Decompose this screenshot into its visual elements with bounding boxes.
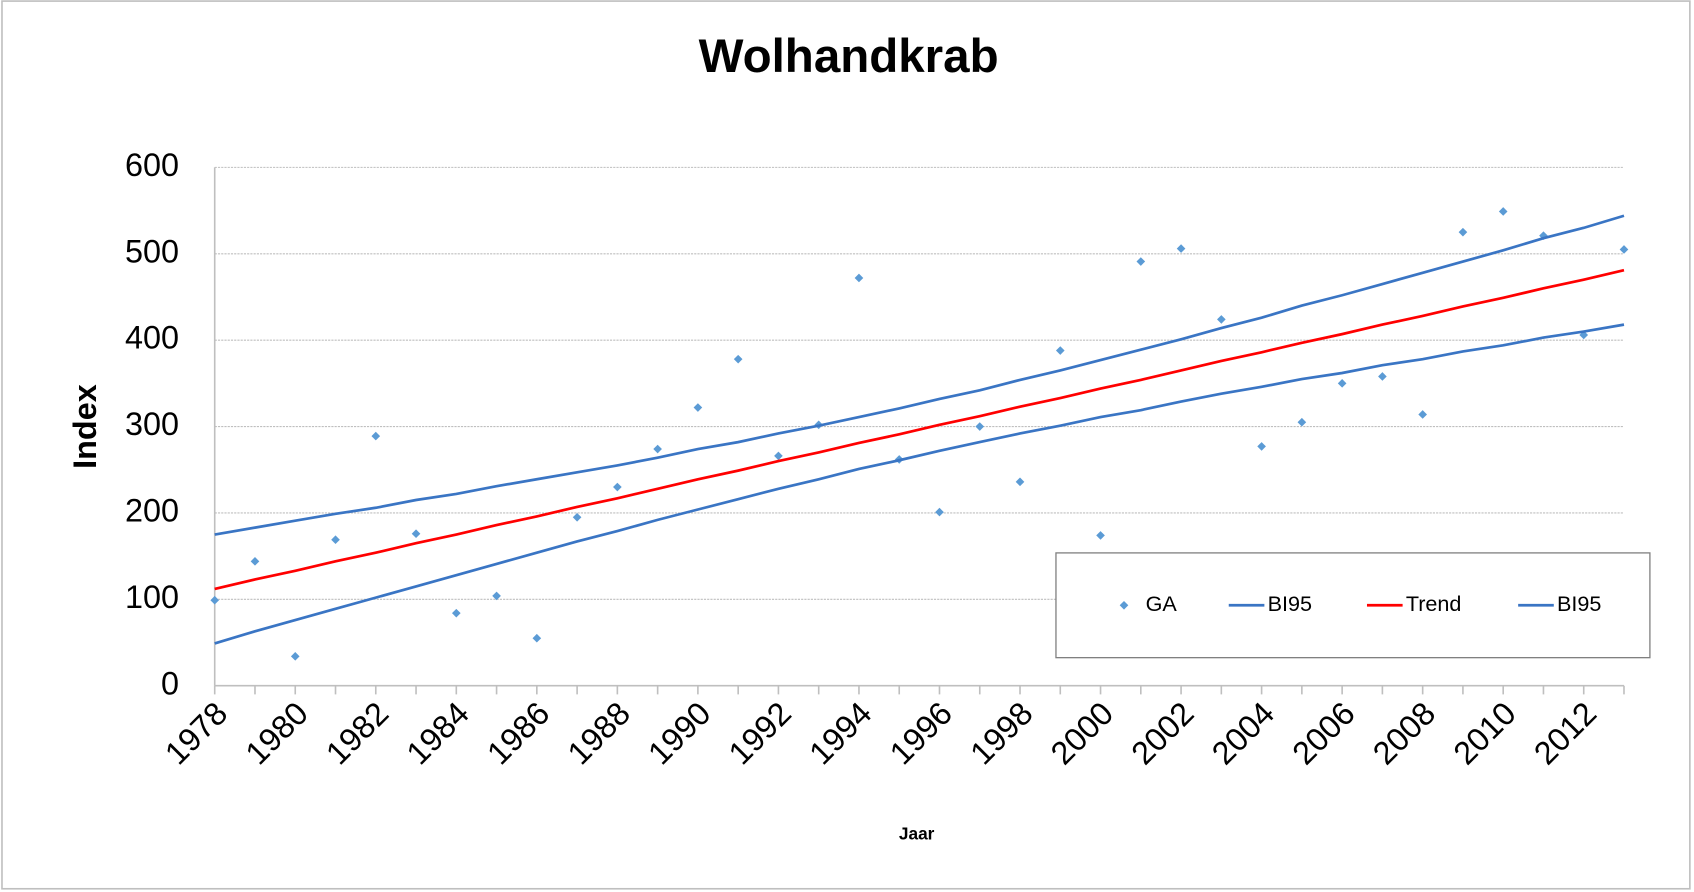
x-axis-label: Jaar (899, 823, 935, 843)
data-point (371, 431, 381, 441)
legend-label: GA (1146, 591, 1178, 616)
series-line (214, 214, 1625, 536)
y-axis-label: Index (67, 384, 103, 469)
y-tick-label: 400 (125, 320, 179, 356)
legend-label: BI95 (1268, 591, 1312, 616)
data-point (1055, 346, 1065, 355)
y-tick-label: 200 (125, 493, 179, 529)
data-point (1176, 244, 1186, 253)
y-tick-label: 500 (125, 233, 179, 269)
series-line (214, 268, 1625, 591)
y-tick-label: 100 (125, 579, 179, 615)
series-line (214, 323, 1625, 645)
data-point (1619, 245, 1629, 254)
data-point (1337, 379, 1347, 388)
data-point (1136, 257, 1146, 266)
data-point (210, 595, 220, 605)
chart-title: Wolhandkrab (699, 30, 999, 83)
data-point (250, 557, 260, 566)
y-tick-label: 0 (161, 665, 179, 701)
y-tick-label: 600 (125, 147, 179, 183)
legend-label: BI95 (1557, 591, 1601, 616)
legend-label: Trend (1406, 591, 1462, 616)
data-point (1257, 442, 1266, 451)
y-tick-label: 300 (125, 406, 179, 442)
